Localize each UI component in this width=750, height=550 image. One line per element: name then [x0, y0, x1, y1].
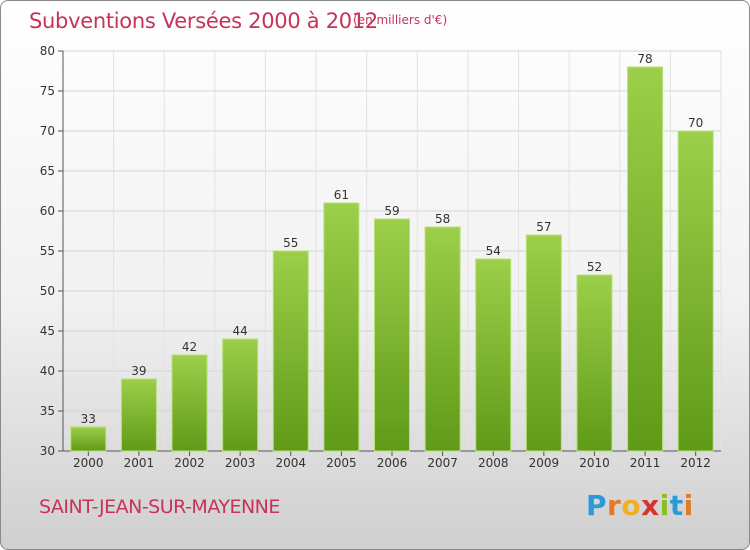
data-label-2009: 57	[536, 220, 551, 234]
bar-2000	[70, 426, 107, 452]
y-tick-label: 75	[40, 84, 55, 98]
data-label-2002: 42	[182, 340, 197, 354]
bar-2011	[627, 66, 664, 452]
commune-name: SAINT-JEAN-SUR-MAYENNE	[39, 496, 280, 518]
data-label-2007: 58	[435, 212, 450, 226]
y-tick-label: 50	[40, 284, 55, 298]
x-tick-label: 2008	[478, 456, 509, 470]
bar-2005	[323, 202, 360, 452]
bar-2012	[677, 130, 714, 452]
x-tick-label: 2005	[326, 456, 357, 470]
bar-2010	[576, 274, 613, 452]
y-tick-label: 55	[40, 244, 55, 258]
data-label-2008: 54	[486, 244, 501, 258]
bar-2001	[120, 378, 157, 452]
x-tick-label: 2000	[73, 456, 104, 470]
data-label-2005: 61	[334, 188, 349, 202]
bar-2007	[424, 226, 461, 452]
chart-subtitle: (en milliers d'€)	[353, 13, 448, 27]
data-label-2004: 55	[283, 236, 298, 250]
x-tick-label: 2012	[680, 456, 711, 470]
bar-2002	[171, 354, 208, 452]
y-tick-label: 80	[40, 44, 55, 58]
y-tick-label: 40	[40, 364, 55, 378]
x-tick-label: 2007	[427, 456, 458, 470]
chart-title: Subventions Versées 2000 à 2012	[29, 9, 378, 33]
labels: 33 39 42 44 55 61 59 58 54 57 52 78 70	[81, 52, 704, 426]
x-tick-label: 2011	[630, 456, 661, 470]
data-label-2012: 70	[688, 116, 703, 130]
y-tick-label: 70	[40, 124, 55, 138]
x-tick-label: 2003	[225, 456, 256, 470]
bar-2004	[272, 250, 309, 452]
y-tick-label: 35	[40, 404, 55, 418]
y-tick-label: 65	[40, 164, 55, 178]
proxiti-logo: Proxiti	[586, 489, 694, 522]
y-tick-label: 45	[40, 324, 55, 338]
x-tick-label: 2009	[529, 456, 560, 470]
bar-2008	[475, 258, 512, 452]
data-label-2011: 78	[637, 52, 652, 66]
data-label-2006: 59	[384, 204, 399, 218]
data-label-2010: 52	[587, 260, 602, 274]
data-label-2003: 44	[233, 324, 248, 338]
x-tick-label: 2001	[124, 456, 155, 470]
x-tick-label: 2002	[174, 456, 205, 470]
bars	[70, 66, 714, 452]
x-tick-label: 2010	[579, 456, 610, 470]
bar-2009	[525, 234, 562, 452]
bar-2006	[374, 218, 410, 452]
y-tick-label: 60	[40, 204, 55, 218]
x-tick-label: 2004	[275, 456, 306, 470]
y-tick-label: 30	[40, 444, 55, 458]
x-tick-label: 2006	[377, 456, 408, 470]
bar-2003	[222, 338, 259, 452]
data-label-2001: 39	[131, 364, 146, 378]
data-label-2000: 33	[81, 412, 96, 426]
